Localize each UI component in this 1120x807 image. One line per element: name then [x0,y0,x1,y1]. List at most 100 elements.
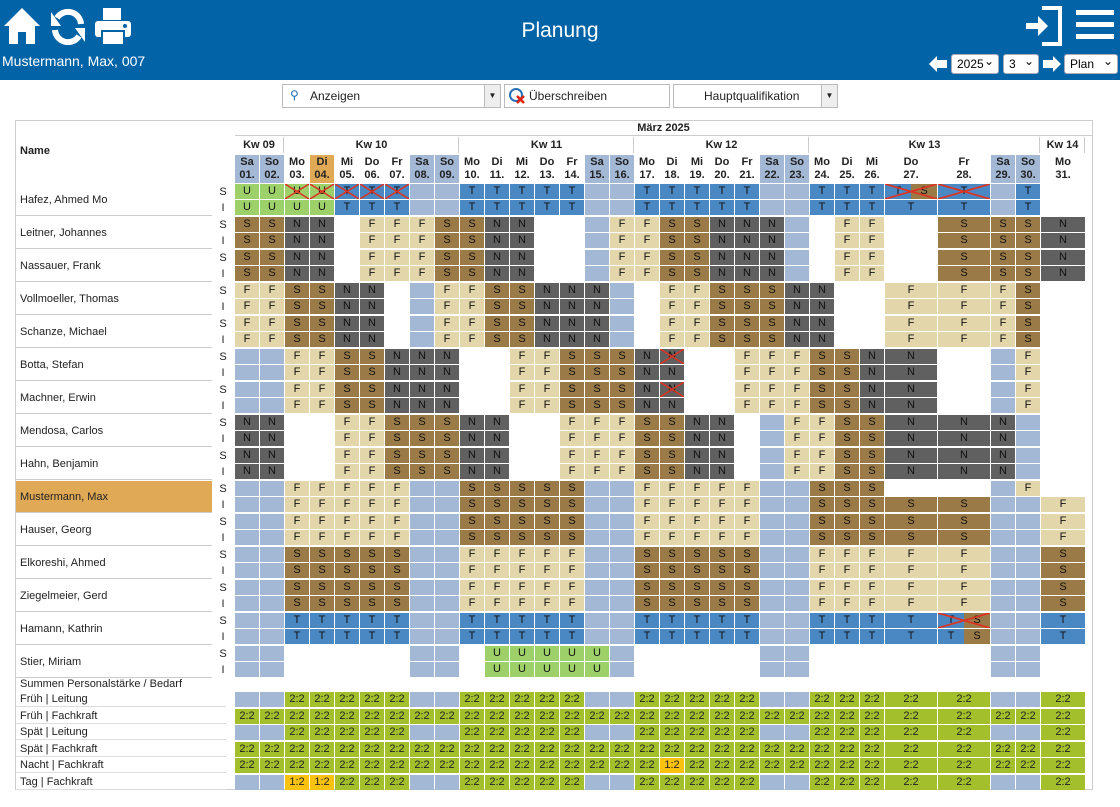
shift-cell[interactable] [310,646,334,661]
shift-cell[interactable]: F [285,497,309,512]
shift-cell[interactable]: S [810,514,834,529]
shift-cell[interactable] [560,233,584,248]
shift-cell[interactable] [585,596,609,611]
shift-cell[interactable]: N [460,448,484,463]
shift-cell[interactable]: N [260,431,284,446]
shift-cell[interactable] [585,547,609,562]
day-header[interactable]: Mo 31. [1041,155,1085,183]
shift-cell[interactable]: S [385,547,409,562]
shift-cell[interactable]: F [660,481,684,496]
shift-cell[interactable] [938,398,990,413]
shift-cell[interactable]: N [938,431,990,446]
shift-cell[interactable] [410,563,434,578]
shift-cell[interactable]: N [560,316,584,331]
shift-cell[interactable]: F [335,514,359,529]
shift-cell[interactable] [385,283,409,298]
shift-cell[interactable]: F [710,514,734,529]
shift-cell[interactable]: T [885,629,937,644]
shift-cell[interactable]: N [335,316,359,331]
shift-cell[interactable]: S [760,283,784,298]
shift-cell[interactable] [460,662,484,677]
shift-cell[interactable]: S [335,563,359,578]
shift-cell[interactable] [991,365,1015,380]
shift-cell[interactable] [510,448,534,463]
shift-cell[interactable] [860,283,884,298]
shift-cell[interactable]: F [385,530,409,545]
shift-cell[interactable]: S [485,481,509,496]
shift-cell[interactable] [938,662,990,677]
shift-cell[interactable] [635,646,659,661]
shift-cell[interactable]: S [660,464,684,479]
shift-cell[interactable]: F [410,266,434,281]
shift-cell[interactable]: N [991,464,1015,479]
shift-cell[interactable]: S [560,382,584,397]
shift-cell[interactable]: F [835,266,859,281]
shift-cell[interactable]: T [685,629,709,644]
shift-cell[interactable]: F [635,497,659,512]
shift-cell[interactable]: S [860,448,884,463]
day-header[interactable]: Do 13. [535,155,559,183]
qualification-dropdown[interactable]: Hauptqualifikation ▼ [673,84,838,108]
shift-cell[interactable] [235,530,259,545]
shift-cell[interactable]: S [1016,266,1040,281]
shift-cell[interactable]: S [660,431,684,446]
shift-cell[interactable] [460,349,484,364]
shift-cell[interactable] [991,547,1015,562]
shift-cell[interactable] [835,283,859,298]
shift-cell[interactable] [1041,200,1085,215]
shift-cell[interactable] [410,580,434,595]
shift-cell[interactable]: T [810,200,834,215]
shift-cell[interactable]: S [860,530,884,545]
shift-cell[interactable]: F [685,514,709,529]
shift-cell[interactable]: S [360,349,384,364]
shift-cell[interactable]: N [710,217,734,232]
shift-cell[interactable] [535,250,559,265]
shift-cell[interactable] [385,299,409,314]
shift-cell[interactable]: F [810,464,834,479]
shift-cell[interactable]: N [360,316,384,331]
shift-cell[interactable]: S [685,596,709,611]
shift-cell[interactable]: S [860,497,884,512]
shift-cell[interactable]: F [460,596,484,611]
employee-name[interactable]: Vollmoeller, Thomas [16,283,212,315]
shift-cell[interactable]: F [385,217,409,232]
menu-icon[interactable] [1076,8,1116,52]
shift-cell[interactable]: F [938,283,990,298]
shift-cell[interactable] [1016,431,1040,446]
shift-cell[interactable]: N [235,415,259,430]
shift-cell[interactable] [710,646,734,661]
shift-cell[interactable] [435,580,459,595]
shift-cell[interactable]: N [938,448,990,463]
shift-cell[interactable] [785,613,809,628]
shift-cell[interactable]: T [810,184,834,199]
shift-cell[interactable]: S [360,398,384,413]
shift-cell[interactable] [810,250,834,265]
shift-cell[interactable]: T [938,184,990,199]
shift-cell[interactable] [735,464,759,479]
shift-cell[interactable]: T [385,200,409,215]
shift-cell[interactable]: F [635,481,659,496]
shift-cell[interactable]: N [310,217,334,232]
day-header[interactable]: Di 18. [660,155,684,183]
shift-cell[interactable]: S [485,299,509,314]
shift-cell[interactable]: F [560,415,584,430]
day-header[interactable]: Fr 28. [938,155,990,183]
shift-cell[interactable] [410,184,434,199]
shift-cell[interactable]: N [385,398,409,413]
employee-name[interactable]: Mendosa, Carlos [16,415,212,447]
shift-cell[interactable] [1041,464,1085,479]
shift-cell[interactable]: F [1016,349,1040,364]
shift-cell[interactable]: S [735,332,759,347]
shift-cell[interactable]: F [335,415,359,430]
shift-cell[interactable] [535,448,559,463]
shift-cell[interactable]: F [535,398,559,413]
shift-cell[interactable]: N [260,415,284,430]
shift-cell[interactable]: F [385,250,409,265]
shift-cell[interactable]: S [460,514,484,529]
shift-cell[interactable] [610,629,634,644]
shift-cell[interactable]: S [535,481,559,496]
shift-cell[interactable]: N [735,266,759,281]
shift-cell[interactable]: T [735,184,759,199]
shift-cell[interactable]: S [410,415,434,430]
shift-cell[interactable]: N [485,415,509,430]
